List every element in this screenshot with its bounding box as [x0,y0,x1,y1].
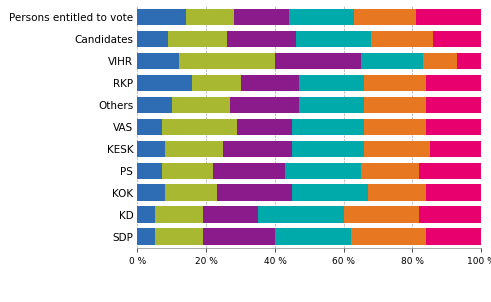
Bar [137,119,162,135]
Bar [296,31,371,47]
Bar [137,53,179,69]
Bar [368,185,426,201]
Bar [419,207,481,223]
Bar [137,31,168,47]
Bar [292,140,364,157]
Bar [203,207,258,223]
Bar [137,140,165,157]
Bar [237,119,292,135]
Bar [426,185,481,201]
Bar [137,97,172,113]
Bar [172,97,230,113]
Bar [426,75,481,91]
Bar [416,9,481,25]
Bar [354,9,416,25]
Bar [292,185,368,201]
Bar [426,119,481,135]
Bar [299,75,364,91]
Bar [371,31,433,47]
Bar [137,228,155,245]
Bar [364,140,430,157]
Bar [364,119,426,135]
Bar [223,140,292,157]
Bar [258,207,344,223]
Bar [203,228,275,245]
Bar [168,31,227,47]
Bar [361,53,423,69]
Bar [433,31,481,47]
Bar [351,228,426,245]
Bar [361,162,419,179]
Bar [423,53,457,69]
Bar [275,228,351,245]
Bar [364,97,426,113]
Bar [162,162,213,179]
Bar [137,9,186,25]
Bar [227,31,296,47]
Bar [299,97,364,113]
Bar [155,228,203,245]
Bar [430,140,481,157]
Bar [179,53,275,69]
Bar [426,228,481,245]
Bar [137,162,162,179]
Bar [186,9,234,25]
Bar [234,9,289,25]
Bar [213,162,285,179]
Bar [230,97,299,113]
Bar [292,119,364,135]
Bar [165,185,217,201]
Bar [217,185,292,201]
Bar [419,162,481,179]
Bar [137,75,192,91]
Bar [165,140,223,157]
Bar [162,119,237,135]
Bar [457,53,481,69]
Bar [137,207,155,223]
Bar [344,207,419,223]
Bar [241,75,299,91]
Bar [364,75,426,91]
Bar [285,162,361,179]
Bar [192,75,241,91]
Bar [289,9,354,25]
Bar [137,185,165,201]
Bar [426,97,481,113]
Bar [275,53,361,69]
Bar [155,207,203,223]
